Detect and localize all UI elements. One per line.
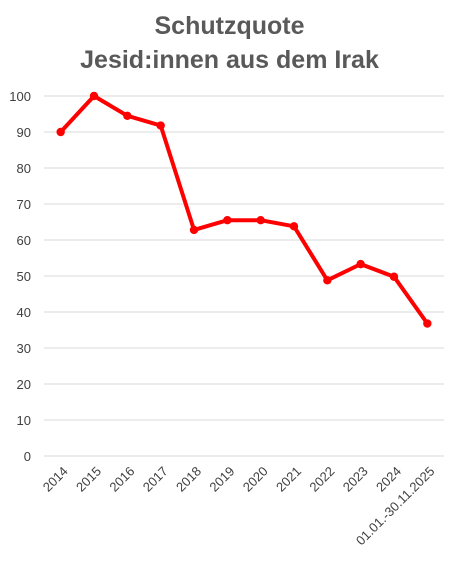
- data-point: [389, 272, 399, 281]
- data-point: [189, 225, 199, 235]
- data-point: [323, 276, 332, 285]
- data-point: [156, 121, 165, 130]
- x-tick-label: 2022: [306, 464, 337, 495]
- y-axis-ticks: 0 10 20 30 40 50 60 70 80 90 100: [9, 89, 31, 464]
- data-point: [289, 222, 299, 231]
- x-tick-label: 2019: [206, 464, 237, 495]
- x-tick-label: 2017: [140, 464, 171, 495]
- x-tick-label: 2021: [273, 464, 304, 495]
- y-tick-label: 0: [24, 449, 31, 464]
- y-tick-label: 100: [9, 89, 31, 104]
- x-tick-label: 2020: [240, 464, 271, 495]
- y-tick-label: 80: [17, 161, 31, 176]
- x-tick-label: 2016: [106, 464, 137, 495]
- y-tick-label: 90: [17, 125, 31, 140]
- data-point: [223, 216, 232, 225]
- data-point: [56, 127, 65, 137]
- x-axis-ticks: 2014 2015 2016 2017 2018 2019 2020 2021 2022 2023…: [40, 464, 438, 549]
- y-tick-label: 50: [17, 269, 31, 284]
- chart-subtitle: Jesid:innen aus dem Irak: [80, 46, 379, 74]
- gridlines: [44, 95, 444, 457]
- y-tick-label: 30: [17, 341, 31, 356]
- data-point: [423, 319, 432, 328]
- y-tick-label: 70: [17, 197, 31, 212]
- x-tick-label: 2023: [340, 464, 371, 495]
- series-group: [56, 91, 432, 328]
- data-point: [256, 216, 265, 225]
- x-tick-label: 2018: [173, 464, 204, 495]
- data-point: [123, 111, 132, 121]
- y-tick-label: 20: [17, 377, 31, 392]
- x-tick-label: 2014: [40, 464, 71, 495]
- data-point: [89, 91, 99, 101]
- x-tick-label: 2015: [73, 464, 104, 495]
- series-line: [58, 94, 430, 326]
- chart-title: Schutzquote: [154, 12, 305, 40]
- y-tick-label: 60: [17, 233, 31, 248]
- data-point: [356, 259, 365, 269]
- y-tick-label: 10: [17, 413, 31, 428]
- y-tick-label: 40: [17, 305, 31, 320]
